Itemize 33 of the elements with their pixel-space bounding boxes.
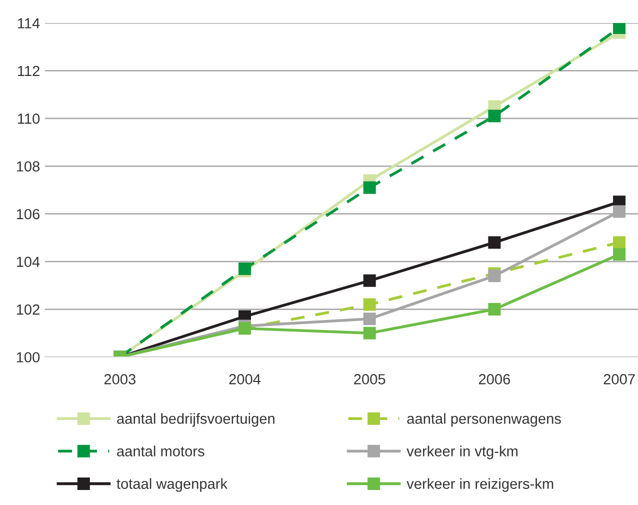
point: [488, 236, 501, 249]
point: [613, 248, 626, 261]
point: [363, 181, 376, 194]
legend-label: verkeer in reizigers-km: [406, 478, 554, 492]
y-tick-label: 106: [16, 208, 40, 220]
point: [613, 23, 626, 34]
legend-label: aantal personenwagens: [407, 413, 561, 427]
x-tick-label: 2007: [604, 374, 635, 384]
y-tick-label: 104: [16, 256, 40, 267]
x-tick-label: 2006: [478, 374, 510, 384]
y-tick-label: 108: [16, 161, 40, 172]
point: [488, 270, 501, 282]
legend-label: totaal wagenpark: [116, 478, 228, 492]
point: [613, 236, 626, 249]
y-tick-label: 114: [18, 18, 40, 28]
legend-label: aantal motors: [117, 446, 204, 456]
x-tick-label: 2005: [354, 374, 386, 384]
point: [488, 110, 501, 122]
x-tick-label: 2004: [229, 374, 261, 384]
point: [363, 326, 376, 340]
point: [613, 205, 626, 218]
legend-label: aantal bedrijfsvoertuigen: [117, 413, 274, 427]
y-tick-label: 112: [18, 66, 40, 76]
point: [238, 262, 251, 275]
point: [363, 298, 376, 311]
point: [363, 312, 376, 326]
x-tick-label: 2003: [104, 374, 136, 384]
point: [488, 303, 501, 316]
y-tick-label: 102: [16, 304, 40, 315]
y-tick-label: 100: [16, 352, 40, 362]
legend-label: verkeer in vtg-km: [406, 446, 518, 460]
y-tick-label: 110: [18, 114, 40, 124]
point: [363, 274, 376, 287]
